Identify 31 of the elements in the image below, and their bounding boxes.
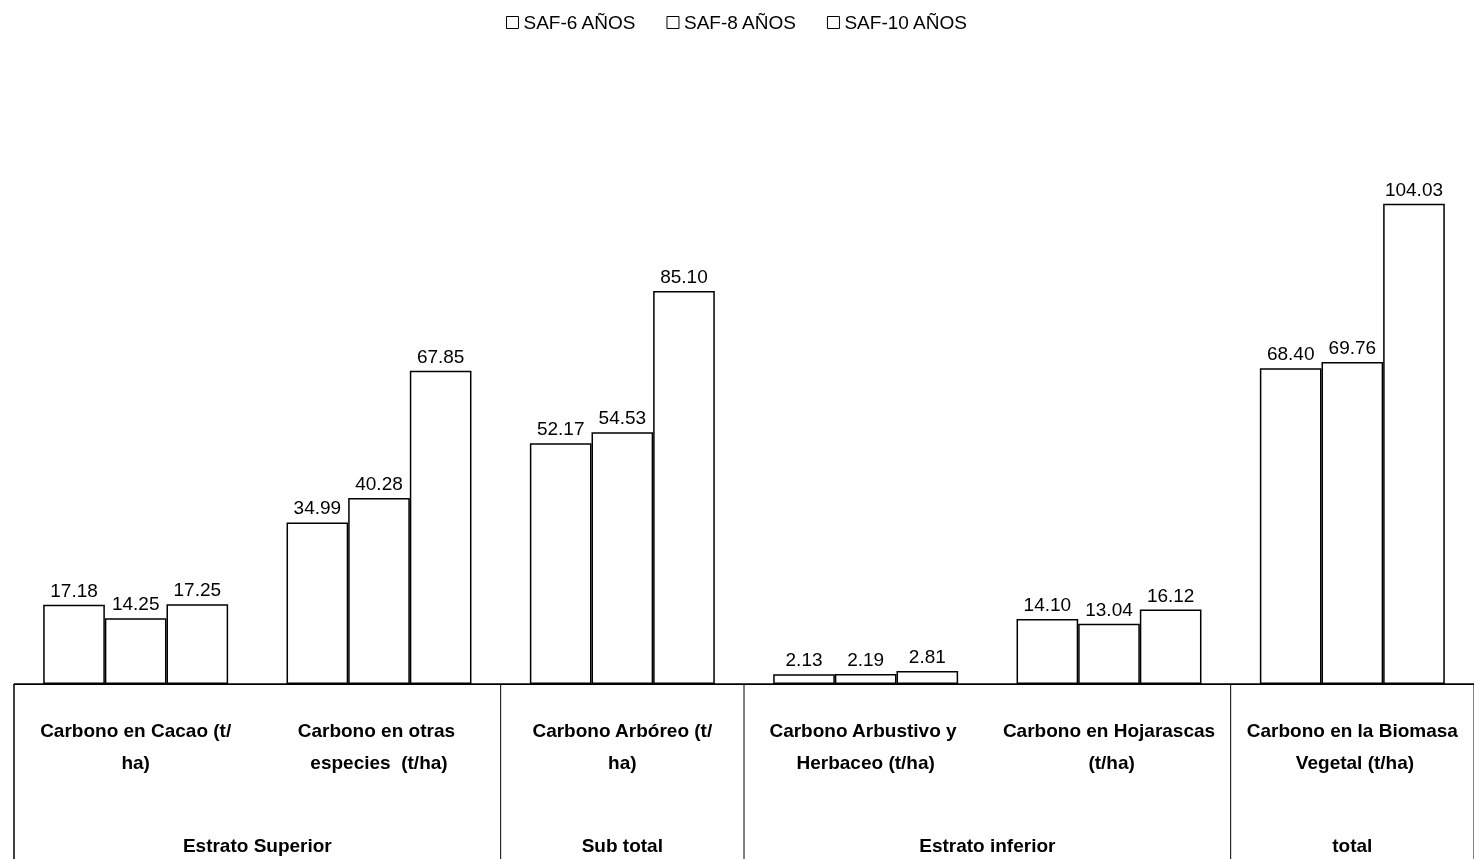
data-label: 54.53 [598,407,647,429]
data-label: 13.04 [1085,598,1134,620]
data-label: 2.13 [785,649,823,671]
data-label: 2.81 [908,646,946,668]
data-label: 17.25 [173,579,222,601]
x-tick-label: Carbono en Cacao (t/ha) [40,719,232,773]
x-tick-label: Carbono Arbóreo (t/ha) [532,719,713,773]
data-label: 14.10 [1023,593,1072,615]
legend-label: SAF-10 AÑOS [844,12,967,33]
text: Sub total [581,834,663,856]
data-label: 40.28 [355,473,403,495]
data-label: 17.18 [50,579,98,601]
data-label: 68.40 [1266,343,1315,365]
data-label: 85.10 [660,266,708,288]
x-tick-label: Carbono en otras especies (t/ha) [297,719,461,773]
text: Estrato Superior [182,834,333,856]
x-tick-label: Carbono en Hojarascas (t/ha) [1002,719,1216,773]
x-tick-label: Carbono Arbustivo y Herbaceo (t/ha) [769,719,962,773]
legend-label: SAF-8 AÑOS [683,12,796,33]
data-label: 52.17 [536,418,585,440]
data-label: 16.12 [1146,584,1195,606]
data-label: 14.25 [111,593,160,615]
data-label: 2.19 [847,648,885,670]
data-label: 104.03 [1384,178,1444,200]
text: total [1332,834,1373,856]
data-label: 67.85 [416,345,465,367]
text: Estrato inferior [919,834,1057,856]
legend-label: SAF-6 AÑOS [523,12,636,33]
data-label: 34.99 [293,497,342,519]
x-tick-label: Carbono en la Biomasa Vegetal (t/ha) [1246,719,1459,773]
data-label: 69.76 [1328,336,1377,358]
